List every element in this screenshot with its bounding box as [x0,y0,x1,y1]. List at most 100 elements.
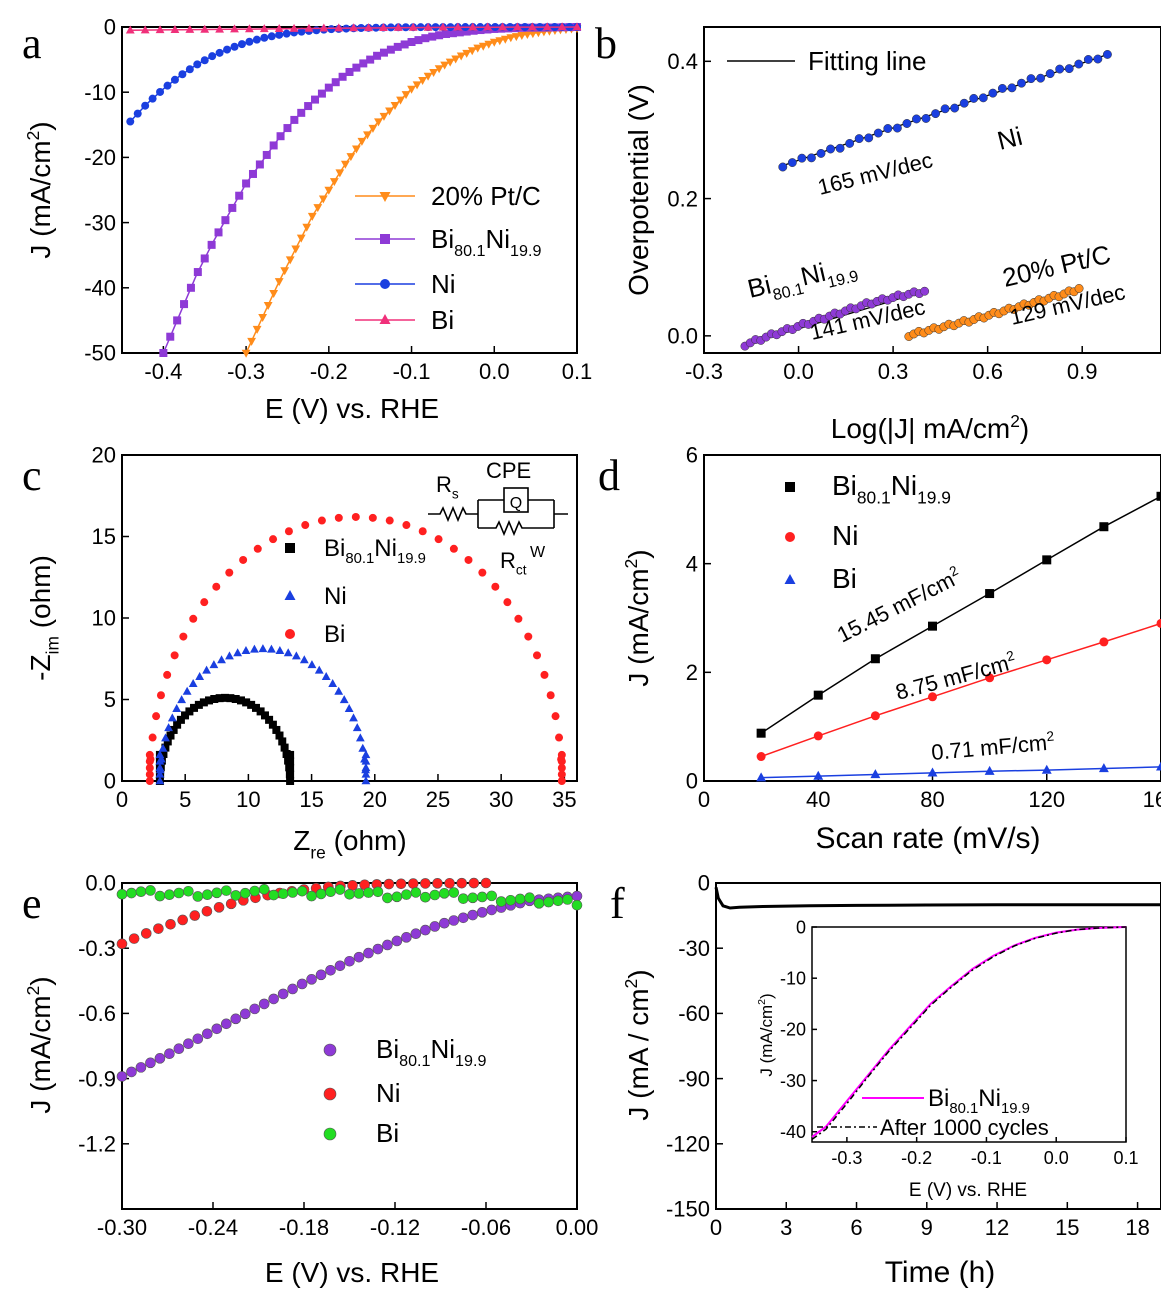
data-point [1074,284,1084,293]
data-point [183,1038,194,1050]
data-point [533,898,545,909]
x-axis-label: E (V) vs. RHE [265,1257,439,1288]
data-point [870,654,880,664]
data-point [448,915,460,926]
x-tick-label: 80 [920,787,944,812]
data-point [486,904,497,916]
data-point [385,516,394,525]
x-tick-label: 0.00 [556,1215,599,1240]
legend-entry: Bi80.1Ni19.9 [376,1034,486,1070]
legend-entry: Fitting line [808,46,927,76]
data-point [442,30,451,39]
x-tick-label: -0.18 [279,1215,329,1240]
panel-f-inset: -0.3 -0.2 -0.1 0.0 0.1 -40 -30 -20 -10 0 Bi80.1Ni1… [756,917,1138,1201]
data-point [813,690,823,700]
data-point [524,892,535,903]
data-point [347,880,358,891]
data-point [231,695,240,704]
data-point [178,70,187,79]
data-point [379,48,388,57]
data-point [988,88,998,98]
series-line [761,766,1161,779]
y-axis-label: Overpotential (V) [623,84,654,296]
y-tick-label: -10 [780,968,806,988]
data-point [282,29,291,38]
data-point [540,670,549,679]
data-point [249,1003,261,1015]
data-point [145,750,154,759]
data-point [207,240,216,249]
data-point [239,1008,251,1020]
y-tick-label: -30 [84,210,116,235]
data-point [241,645,251,654]
legend-marker [379,192,391,202]
data-point [428,32,437,41]
data-point [277,888,289,900]
data-point [464,555,473,564]
data-point [756,728,766,738]
panel-label: a [22,19,42,68]
data-point [429,921,441,932]
data-point [260,711,269,720]
data-point [286,763,295,772]
plot-frame [703,26,1161,354]
legend-entry: Bi80.1Ni19.9 [431,224,541,260]
x-tick-label: 15 [1055,1215,1079,1240]
y-axis-label: J (mA / cm2) [621,969,654,1120]
data-point [268,720,277,729]
data-point [220,885,232,896]
y-tick-label: 0 [698,871,710,896]
data-point [873,128,883,138]
data-point [335,169,345,178]
legend-entry: Ni [324,583,347,610]
data-point [334,513,343,522]
data-point [395,878,407,890]
data-point [1083,55,1093,64]
data-point [255,160,264,169]
data-point [116,938,128,950]
data-point [275,731,284,740]
legend-entry: Bi80.1Ni19.9 [832,470,951,507]
x-tick-label: 0 [698,787,710,812]
data-point [984,765,995,775]
annotation: 165 mV/dec [815,147,935,200]
data-point [476,891,488,903]
data-point [478,42,488,51]
data-point [1045,69,1055,79]
circuit-label: W [530,544,546,561]
data-point [514,614,523,623]
data-point [467,892,479,904]
data-point [557,770,566,779]
x-tick-label: 15 [299,787,323,812]
data-point [225,568,234,577]
data-point [344,889,355,900]
legend-marker [323,1127,337,1141]
data-point [440,61,450,70]
data-point [286,750,295,759]
data-point [517,32,527,41]
data-point [1055,64,1065,74]
data-point [495,37,505,46]
legend-entry: Ni [832,520,858,551]
data-point [386,45,395,54]
data-point [546,691,555,700]
data-point [317,89,326,98]
data-point [252,325,262,334]
y-tick-label: -1.2 [78,1132,116,1157]
data-point [192,1033,204,1045]
data-point [393,42,402,51]
data-point [845,138,855,148]
series-label: Bi80.1Ni19.9 [745,250,861,310]
data-point [543,896,554,908]
data-point [969,93,979,103]
panel-a: -0.4 -0.3 -0.2 -0.1 0.0 0.1 -50 -40 -30 -20 -10 0 20… [22,15,592,424]
data-point [195,672,205,681]
data-point [368,513,377,522]
data-point [242,698,251,707]
data-point [349,713,358,722]
data-point [200,254,209,263]
data-point [328,679,338,688]
data-point [159,349,168,357]
panel-b: -0.3 0.0 0.3 0.6 0.9 0.0 0.2 0.4 Fitting line Ni 1… [595,19,1161,444]
y-tick-label: -20 [84,145,116,170]
